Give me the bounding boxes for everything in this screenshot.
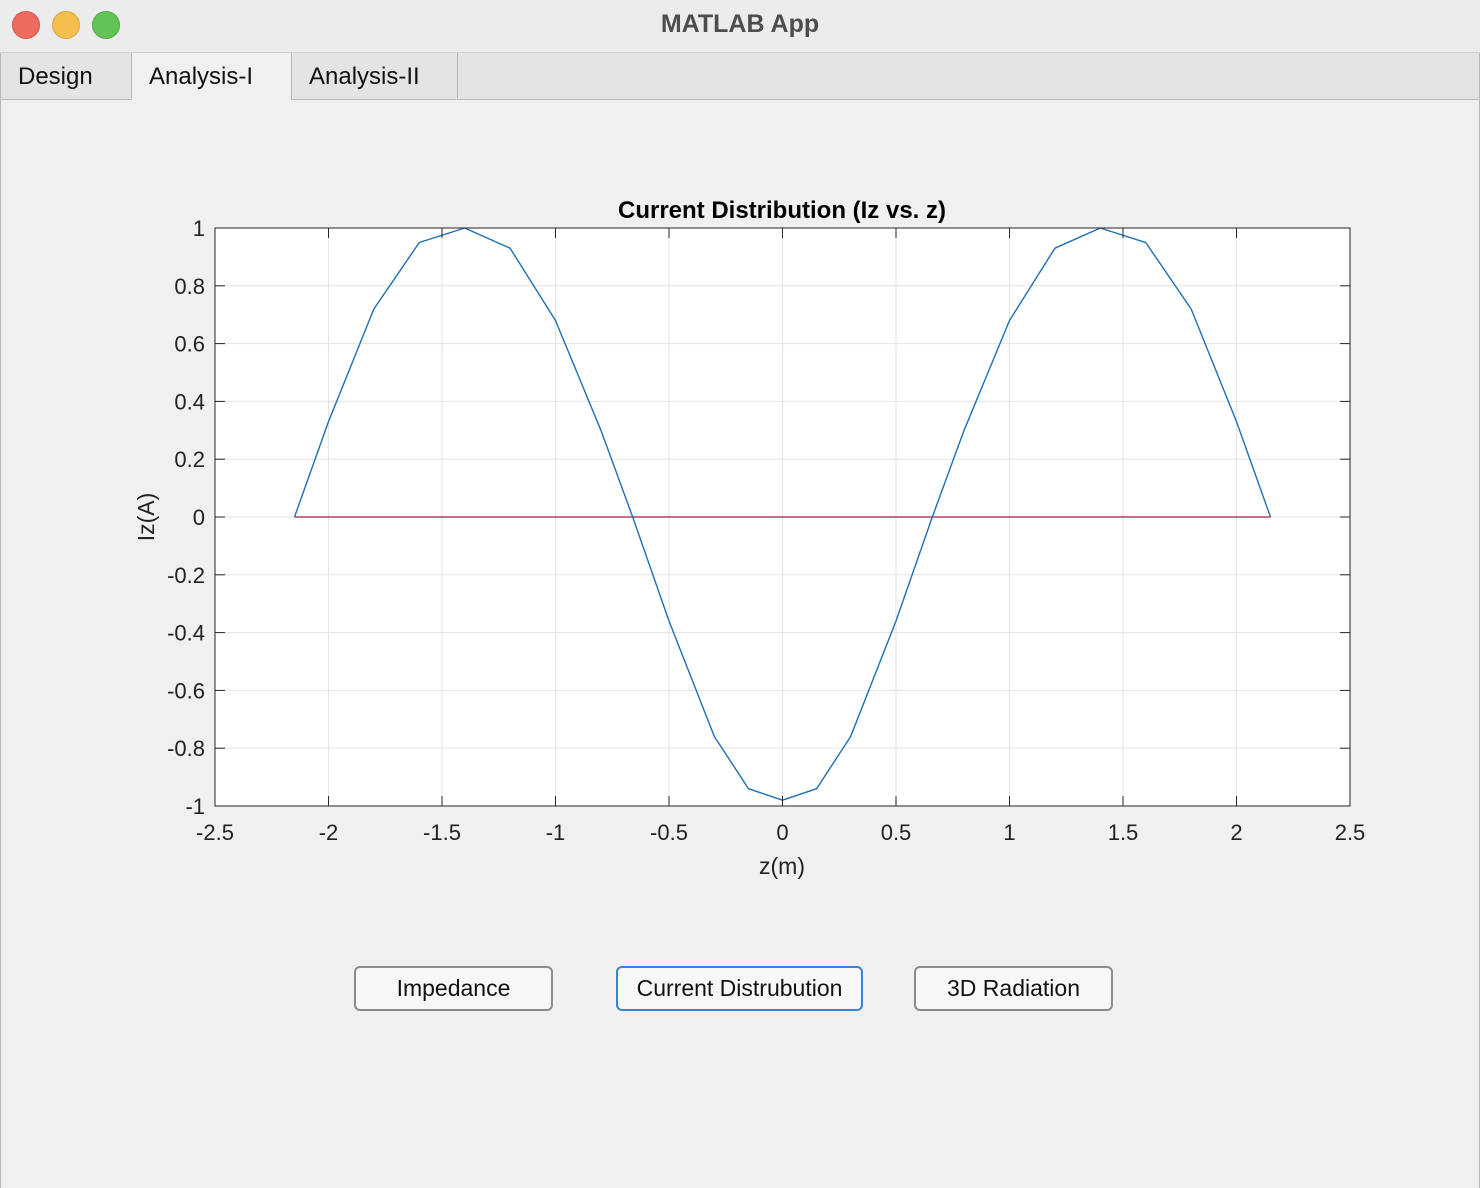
y-tick-label: -1 [185,794,205,819]
y-tick-label: 0.8 [174,274,205,299]
x-tick-label: -1 [546,820,566,845]
y-tick-label: 0.2 [174,447,205,472]
y-tick-label: -0.8 [167,736,205,761]
y-tick-label: -0.2 [167,563,205,588]
y-tick-label: 0.6 [174,332,205,357]
tab-design[interactable]: Design [1,53,132,98]
3d-radiation-button[interactable]: 3D Radiation [914,966,1113,1011]
y-tick-label: 0.4 [174,389,205,414]
close-window-button[interactable] [12,11,40,39]
y-tick-label: 0 [193,505,205,530]
window-title: MATLAB App [660,10,820,38]
x-tick-label: -2.5 [196,820,234,845]
chart-title: Current Distribution (Iz vs. z) [618,197,946,224]
current-distribution-button[interactable]: Current Distrubution [616,966,863,1011]
impedance-button[interactable]: Impedance [354,966,553,1011]
title-bar: MATLAB App [0,0,1480,53]
x-tick-label: 1 [1003,820,1015,845]
x-tick-label: 0.5 [881,820,912,845]
y-tick-label: -0.4 [167,621,205,646]
x-tick-label: -0.5 [650,820,688,845]
maximize-window-button[interactable] [92,11,120,39]
x-tick-label: 0 [776,820,788,845]
tab-bar: Design Analysis-I Analysis-II [0,53,1480,100]
x-tick-label: -2 [319,820,339,845]
x-tick-label: -1.5 [423,820,461,845]
tab-analysis-i[interactable]: Analysis-I [132,53,292,100]
x-tick-label: 1.5 [1108,820,1139,845]
y-tick-label: 1 [193,216,205,241]
x-tick-label: 2 [1230,820,1242,845]
x-tick-label: 2.5 [1335,820,1366,845]
tab-analysis-ii[interactable]: Analysis-II [292,53,458,98]
x-axis-label: z(m) [759,853,805,879]
y-tick-label: -0.6 [167,678,205,703]
y-axis-label: Iz(A) [133,493,159,542]
minimize-window-button[interactable] [52,11,80,39]
